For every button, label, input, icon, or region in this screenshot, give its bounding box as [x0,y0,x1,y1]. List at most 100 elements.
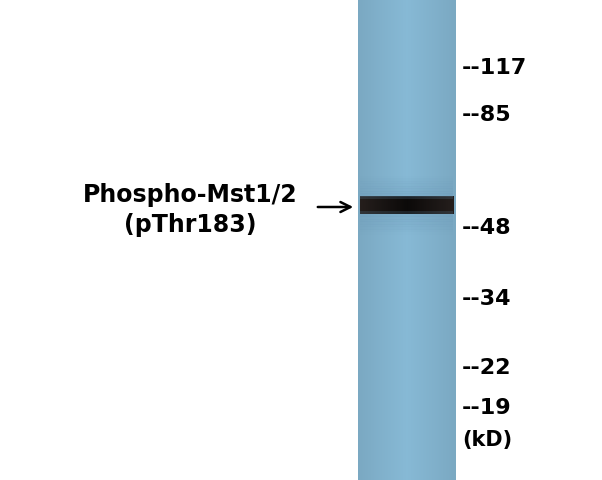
Bar [383,0,385,480]
Bar [382,196,383,214]
Bar [415,196,417,214]
Bar [379,196,380,214]
Bar [400,196,401,214]
Bar [433,0,434,480]
Text: Phospho-Mst1/2: Phospho-Mst1/2 [82,183,297,207]
Bar [360,188,453,194]
Bar [395,0,396,480]
Bar [360,183,453,189]
Bar [376,0,377,480]
Bar [452,0,453,480]
Bar [386,196,388,214]
Bar [385,196,387,214]
Bar [446,196,448,214]
Bar [370,196,372,214]
Bar [420,196,422,214]
Bar [418,196,420,214]
Bar [360,196,362,214]
Bar [416,0,418,480]
Bar [385,0,386,480]
Bar [402,196,403,214]
Bar [426,0,427,480]
Bar [373,196,374,214]
Bar [406,196,408,214]
Bar [439,196,441,214]
Bar [399,196,400,214]
Bar [362,0,364,480]
Bar [364,0,365,480]
Bar [446,0,448,480]
Bar [422,0,423,480]
Bar [394,0,396,480]
Bar [360,218,453,225]
Bar [447,196,449,214]
Bar [431,196,433,214]
Bar [421,0,423,480]
Bar [438,196,439,214]
Bar [401,196,402,214]
Bar [373,0,375,480]
Bar [402,0,403,480]
Bar [367,0,368,480]
Bar [411,196,413,214]
Bar [441,196,443,214]
Bar [408,0,409,480]
Bar [432,196,433,214]
Bar [419,196,421,214]
Bar [432,0,433,480]
Bar [389,196,391,214]
Bar [387,0,388,480]
Bar [412,0,414,480]
Bar [401,0,402,480]
Bar [452,196,453,214]
Bar [379,0,380,480]
Bar [443,0,445,480]
Bar [416,196,417,214]
Bar [410,196,412,214]
Bar [394,196,396,214]
Bar [365,196,366,214]
Bar [371,0,372,480]
Bar [360,214,453,219]
Bar [375,196,377,214]
Bar [430,0,431,480]
Bar [395,196,397,214]
Bar [405,0,406,480]
Bar [411,0,413,480]
Text: (kD): (kD) [462,430,512,450]
Bar [436,0,438,480]
Bar [404,196,406,214]
Bar [360,191,453,196]
Text: --22: --22 [462,358,512,378]
Bar [390,0,391,480]
Bar [409,0,411,480]
Bar [441,0,442,480]
Bar [366,0,367,480]
Bar [391,0,393,480]
Bar [417,0,418,480]
Bar [361,0,362,480]
Bar [376,196,378,214]
Bar [396,0,397,480]
Bar [436,196,437,214]
Text: --34: --34 [462,289,512,309]
Bar [397,0,399,480]
Bar [382,0,383,480]
Bar [389,0,391,480]
Bar [384,0,386,480]
Bar [374,0,376,480]
Bar [360,211,453,217]
Bar [442,0,444,480]
Bar [447,0,448,480]
Bar [444,0,446,480]
Bar [444,196,445,214]
Bar [438,0,440,480]
Bar [368,196,370,214]
Text: --117: --117 [462,58,527,78]
Bar [380,196,382,214]
Bar [439,0,441,480]
Bar [449,0,451,480]
Bar [366,196,367,214]
Bar [426,196,428,214]
Bar [440,196,442,214]
